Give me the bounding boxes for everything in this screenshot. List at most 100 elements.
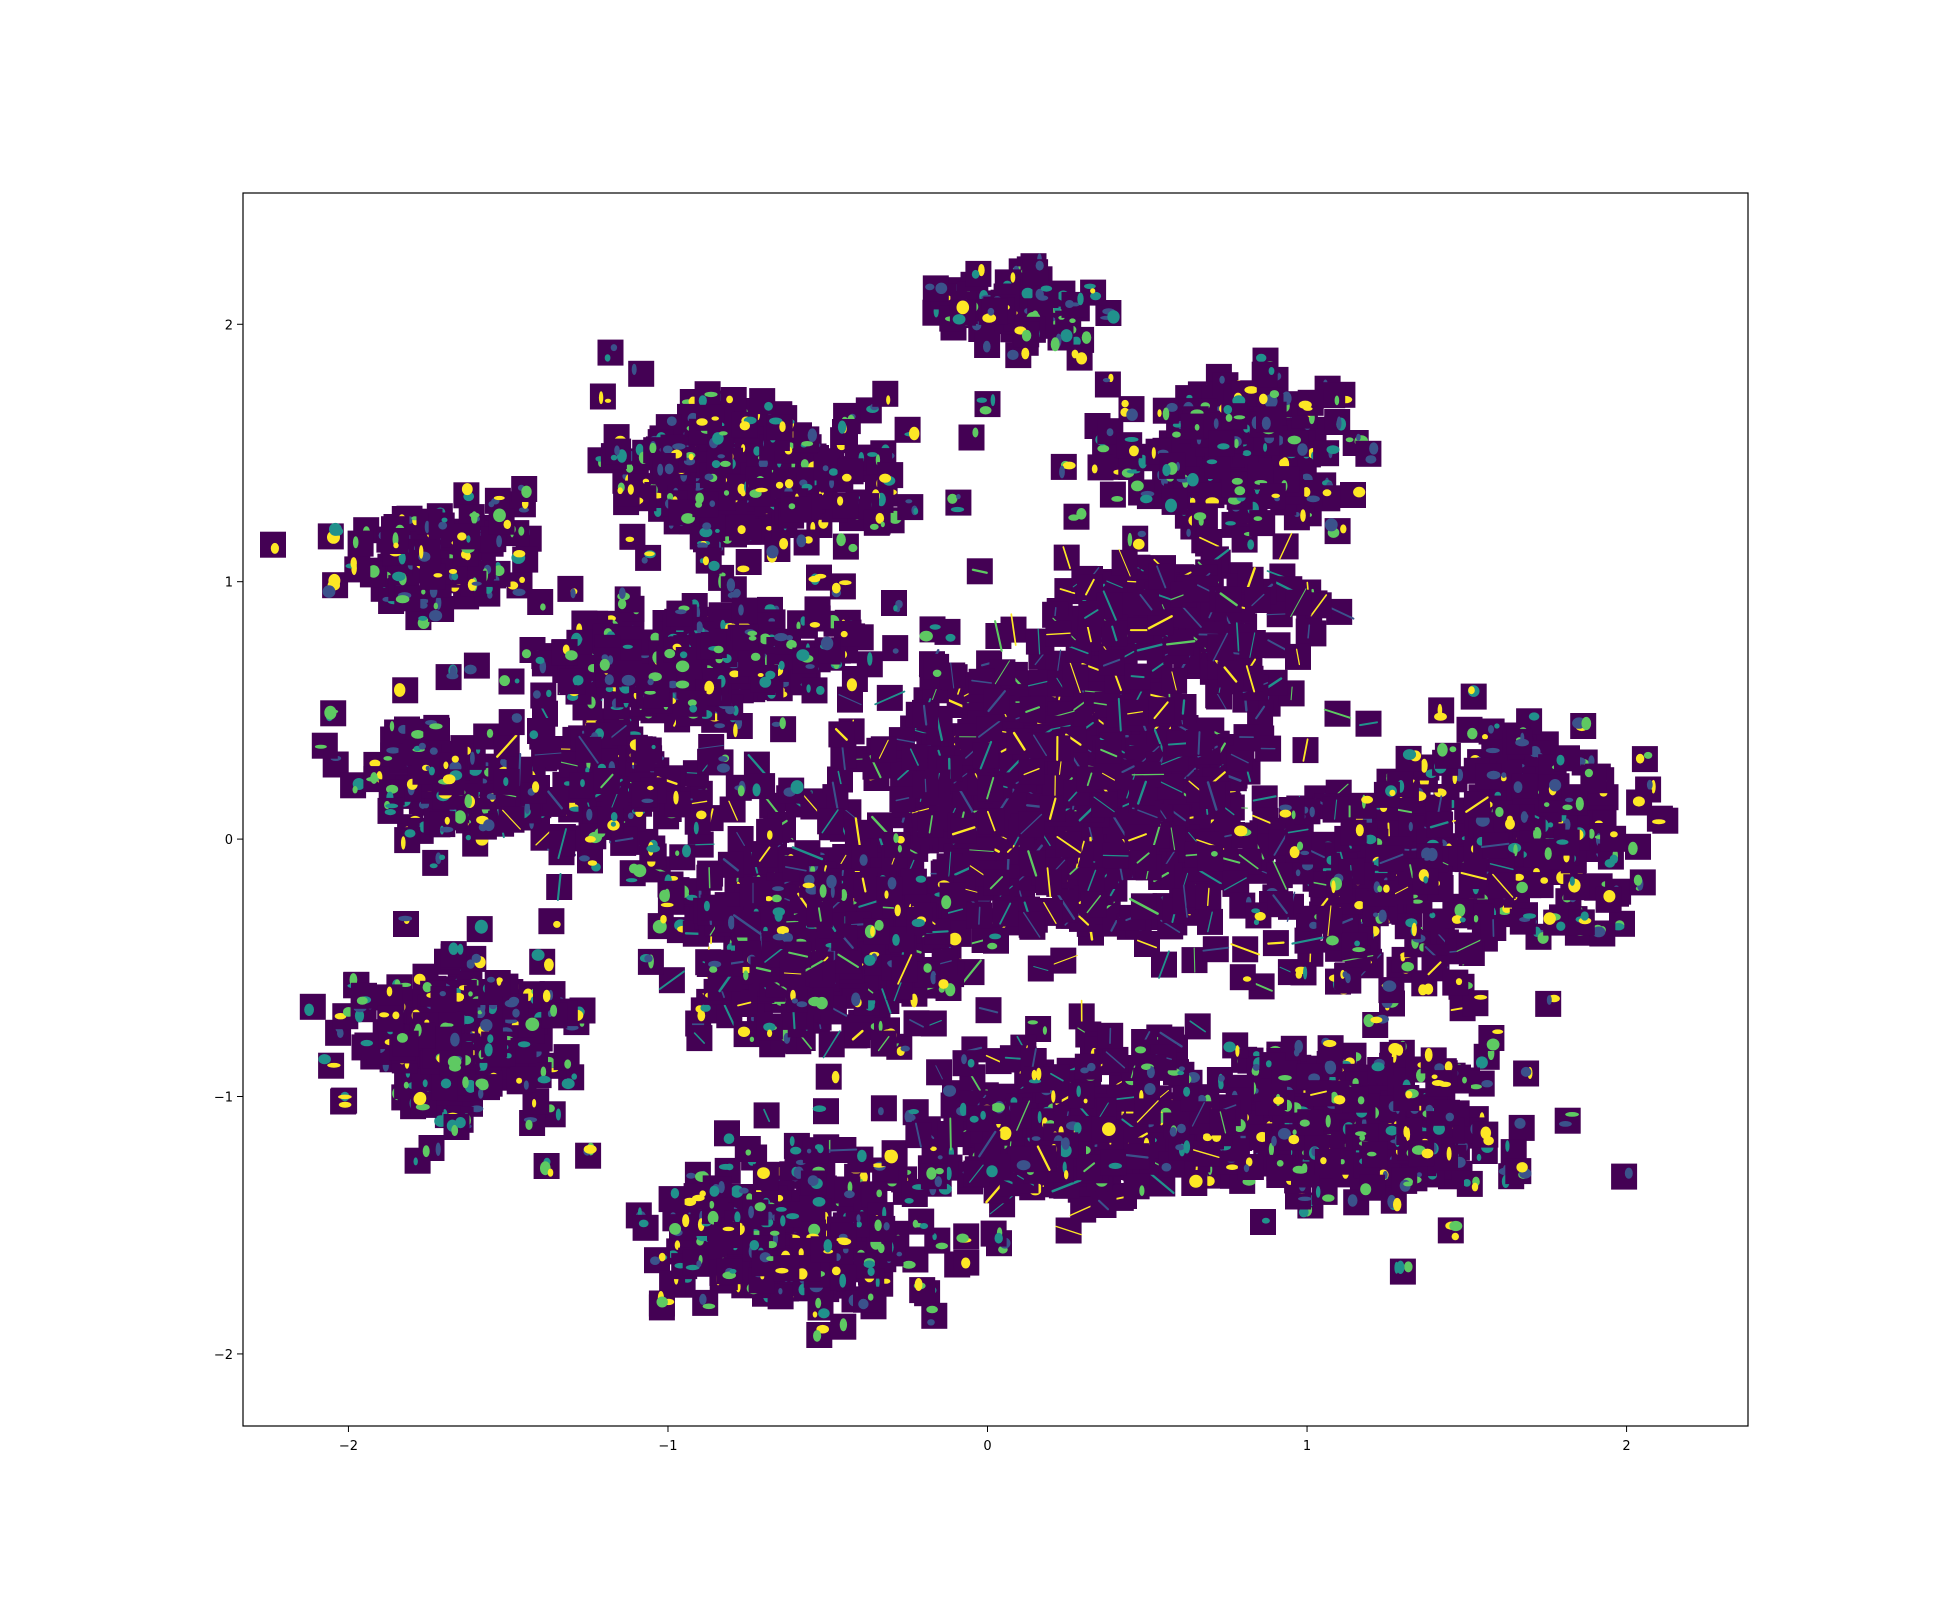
thumbnail-point (1195, 883, 1222, 910)
thumbnail-blob (700, 1004, 711, 1012)
thumbnail-point (1124, 824, 1151, 851)
thumbnail-point (884, 831, 911, 858)
thumbnail-point (1129, 779, 1155, 806)
thumbnail-blob (704, 391, 718, 398)
thumbnail-blob (863, 954, 876, 966)
thumbnail-blob (826, 874, 837, 889)
thumbnail-point (1095, 763, 1122, 790)
thumbnail-point (891, 954, 918, 985)
thumbnail-point (903, 1010, 930, 1037)
thumbnail-point (657, 888, 684, 915)
thumbnail-blob (660, 902, 674, 908)
thumbnail-streak (1102, 854, 1129, 857)
thumbnail-point (807, 989, 834, 1015)
thumbnail-blob (709, 966, 718, 973)
thumbnail-blob (874, 919, 884, 931)
thumbnail-point (1323, 700, 1352, 727)
thumbnail-point (1197, 908, 1223, 935)
thumbnail-blob (664, 888, 670, 902)
thumbnail-point (793, 529, 820, 556)
thumbnail-point (901, 744, 928, 771)
thumbnail-blob (796, 1001, 808, 1008)
thumbnail-point (1202, 936, 1230, 963)
thumbnail-point (1027, 732, 1053, 759)
thumbnail-blob (892, 934, 900, 946)
thumbnail-point (815, 872, 842, 899)
thumbnail-point (733, 1021, 760, 1048)
thumbnail-streak (708, 867, 711, 889)
thumbnail-blob (625, 536, 635, 542)
thumbnail-point (978, 808, 1005, 835)
thumbnail-blob (915, 875, 927, 883)
thumbnail-blob (900, 1045, 910, 1052)
thumbnail-blob (884, 890, 889, 899)
thumbnail-blob (802, 882, 815, 889)
thumbnail-point (889, 786, 916, 813)
thumbnail-blob (1042, 1026, 1047, 1035)
thumbnail-blob (923, 963, 932, 973)
thumbnail-streak (1193, 947, 1196, 973)
thumbnail-point (1134, 931, 1160, 957)
thumbnail-point (700, 894, 727, 921)
thumbnail-point (589, 383, 616, 410)
thumbnail-point (983, 927, 1009, 954)
thumbnail-point (818, 1030, 845, 1059)
thumbnail-point (975, 997, 1002, 1024)
thumbnail-blob (698, 395, 707, 407)
thumbnail-blob (897, 844, 902, 853)
thumbnail-blob (905, 499, 913, 504)
thumbnail-point (1233, 724, 1260, 751)
thumbnail-point (1355, 710, 1382, 737)
thumbnail-point (1095, 740, 1122, 766)
thumbnail-point (1128, 893, 1159, 920)
thumbnail-blob (989, 933, 1002, 940)
thumbnail-blob (666, 416, 677, 426)
thumbnail-point (992, 900, 1019, 927)
thumbnail-point (732, 911, 762, 938)
thumbnail-point (727, 826, 754, 852)
thumbnail-point (874, 684, 906, 711)
thumbnail-point (863, 918, 890, 945)
thumbnail-blob (726, 395, 733, 404)
thumbnail-blob (774, 909, 783, 922)
thumbnail-point (897, 494, 924, 521)
thumbnail-point (1019, 696, 1046, 723)
thumbnail-blob (893, 833, 899, 844)
thumbnail-blob (604, 398, 612, 403)
thumbnail-blob (894, 904, 901, 917)
thumbnail-point (705, 949, 731, 976)
thumbnail-blob (660, 914, 667, 924)
thumbnail-point (764, 536, 791, 563)
thumbnail-blob (938, 979, 949, 989)
thumbnail-point (966, 902, 993, 929)
thumbnail-point (1078, 867, 1105, 894)
thumbnail-point (835, 947, 862, 974)
thumbnail-point (966, 558, 993, 585)
thumbnail-point (972, 740, 999, 770)
thumbnail-point (637, 948, 664, 975)
thumbnail-point (832, 533, 859, 560)
thumbnail-point (977, 775, 1004, 802)
thumbnail-blob (766, 545, 779, 559)
thumbnail-point (1027, 955, 1054, 982)
thumbnail-blob (867, 452, 878, 457)
thumbnail-streak (1197, 731, 1201, 755)
thumbnail-blob (765, 896, 773, 902)
thumbnail-blob (728, 915, 735, 930)
thumbnail-point (983, 869, 1010, 896)
thumbnail-point (696, 864, 723, 891)
thumbnail-background (897, 494, 924, 521)
thumbnail-blob (796, 534, 807, 548)
thumbnail-point (731, 991, 758, 1017)
thumbnail-point (876, 876, 903, 903)
thumbnail-blob (1027, 1020, 1038, 1025)
thumbnail-blob (887, 877, 897, 890)
thumbnail-blob (767, 1029, 773, 1038)
scatter-marks (260, 253, 1679, 1348)
thumbnail-point (851, 872, 878, 898)
thumbnail-point (740, 880, 766, 906)
thumbnail-point (935, 975, 962, 1001)
thumbnail-streak (978, 906, 981, 925)
thumbnail-point (1018, 811, 1045, 838)
